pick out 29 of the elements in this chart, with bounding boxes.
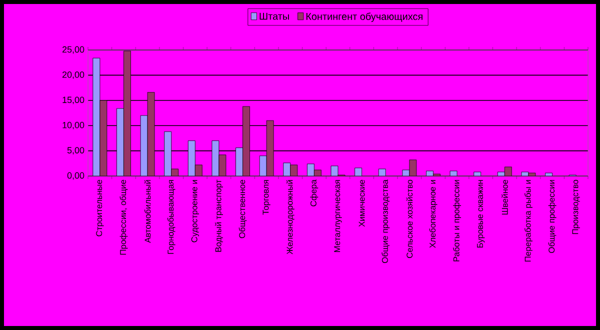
x-tick-label: Хлебопекарное и [429,180,438,248]
y-tick-label: 15,00 [62,96,84,104]
y-tick-label: 25,00 [62,46,84,54]
legend-label: Штаты [260,12,289,20]
y-tick-label: 20,00 [62,71,84,79]
x-tick-label: Водный транспорт [214,180,223,252]
x-tick-label: Судостроение и [191,180,199,242]
x-tick-label: Общие производства [382,180,390,264]
x-tick-label: Буровые скважин [477,180,485,248]
x-tick-label: Железнодорожный [286,180,294,254]
x-tick-label: Сфера [310,180,318,206]
x-tick-label: Переработка рыбы и [524,180,532,262]
x-tick-label: Работы и профессии [453,180,462,262]
y-tick-label: 5,00 [67,147,84,154]
x-tick-label: Общие профессии [548,180,556,253]
x-tick-label: Швейное [501,180,508,215]
x-tick-label: Металлургическая [334,180,342,252]
y-tick-label: 10,00 [62,122,84,130]
x-tick-label: Общественное [238,180,247,238]
x-tick-label: Торговля [262,180,270,215]
legend-label: Контингент обучающихся [306,12,422,22]
x-tick-label: Сельское хозяйство [406,180,413,258]
x-tick-label: Химические [358,180,365,227]
x-tick-label: Строительные [96,180,104,236]
x-tick-label: Горнодобывающая [167,180,176,254]
x-tick-label: Автомобильный [144,180,151,243]
x-tick-label: Профессии, общие [120,180,128,255]
x-tick-label: Производство [572,180,580,234]
y-tick-label: 0,00 [67,172,84,180]
